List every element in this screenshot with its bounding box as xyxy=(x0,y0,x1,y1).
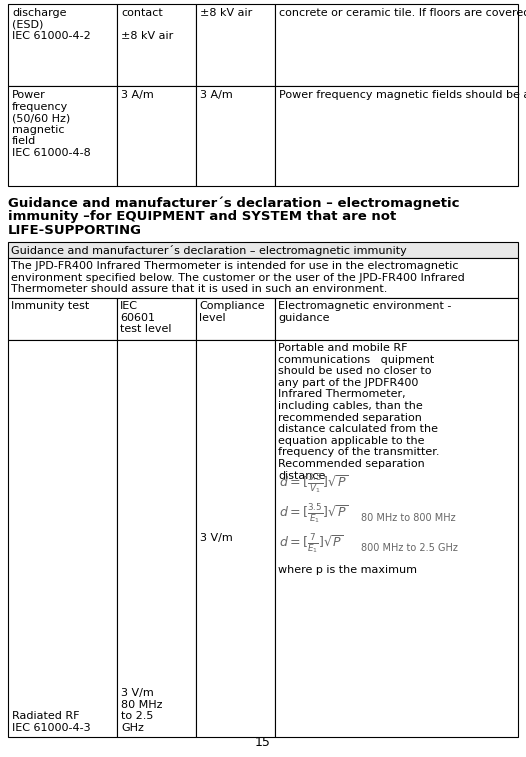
Bar xyxy=(8,86,117,186)
Text: 800 MHz to 2.5 GHz: 800 MHz to 2.5 GHz xyxy=(361,543,458,553)
Text: The JPD-FR400 Infrared Thermometer is intended for use in the electromagnetic
en: The JPD-FR400 Infrared Thermometer is in… xyxy=(11,261,465,294)
Text: 80 MHz to 800 MHz: 80 MHz to 800 MHz xyxy=(361,513,456,523)
Text: concrete or ceramic tile. If floors are covered with synthetic material, the rel: concrete or ceramic tile. If floors are … xyxy=(279,8,526,18)
Text: 15: 15 xyxy=(255,736,271,749)
Bar xyxy=(8,242,518,258)
Text: Electromagnetic environment -
guidance: Electromagnetic environment - guidance xyxy=(278,301,451,322)
Bar xyxy=(117,298,196,340)
Text: Portable and mobile RF
communications   quipment
should be used no closer to
any: Portable and mobile RF communications qu… xyxy=(278,343,440,481)
Text: Immunity test: Immunity test xyxy=(11,301,89,311)
Text: $d = [\frac{3.5}{V_1}]\sqrt{P}$: $d = [\frac{3.5}{V_1}]\sqrt{P}$ xyxy=(279,473,348,497)
Text: 3 A/m: 3 A/m xyxy=(121,90,154,100)
Text: discharge
(ESD)
IEC 61000-4-2: discharge (ESD) IEC 61000-4-2 xyxy=(12,8,91,41)
Text: LIFE-SUPPORTING: LIFE-SUPPORTING xyxy=(8,224,142,237)
Bar xyxy=(117,86,196,186)
Bar xyxy=(117,340,196,737)
Bar xyxy=(275,4,518,86)
Bar xyxy=(275,340,518,737)
Bar xyxy=(8,4,117,86)
Text: Power frequency magnetic fields should be at levels characteristic of a typical : Power frequency magnetic fields should b… xyxy=(279,90,526,100)
Text: IEC
60601
test level: IEC 60601 test level xyxy=(120,301,171,334)
Text: where p is the maximum: where p is the maximum xyxy=(278,565,417,575)
Text: Guidance and manufacturer´s declaration – electromagnetic immunity: Guidance and manufacturer´s declaration … xyxy=(11,245,407,256)
Bar xyxy=(275,86,518,186)
Text: 3 V/m
80 MHz
to 2.5
GHz: 3 V/m 80 MHz to 2.5 GHz xyxy=(121,688,163,733)
Bar xyxy=(196,86,275,186)
Text: contact

±8 kV air: contact ±8 kV air xyxy=(121,8,173,41)
Bar xyxy=(117,4,196,86)
Bar xyxy=(196,4,275,86)
Text: $d = [\frac{3.5}{E_1}]\sqrt{P}$: $d = [\frac{3.5}{E_1}]\sqrt{P}$ xyxy=(279,503,348,526)
Bar xyxy=(8,298,117,340)
Bar xyxy=(275,298,518,340)
Text: $d = [\frac{7}{E_1}]\sqrt{P}$: $d = [\frac{7}{E_1}]\sqrt{P}$ xyxy=(279,533,344,556)
Text: Power
frequency
(50/60 Hz)
magnetic
field
IEC 61000-4-8: Power frequency (50/60 Hz) magnetic fiel… xyxy=(12,90,91,158)
Text: immunity –for EQUIPMENT and SYSTEM that are not: immunity –for EQUIPMENT and SYSTEM that … xyxy=(8,210,396,223)
Bar xyxy=(8,258,518,298)
Text: 3 A/m: 3 A/m xyxy=(200,90,232,100)
Text: Compliance
level: Compliance level xyxy=(199,301,265,322)
Text: 3 V/m: 3 V/m xyxy=(200,534,232,544)
Text: Radiated RF
IEC 61000-4-3: Radiated RF IEC 61000-4-3 xyxy=(12,712,90,733)
Bar xyxy=(196,298,275,340)
Bar xyxy=(8,340,117,737)
Bar xyxy=(196,340,275,737)
Text: Guidance and manufacturer´s declaration – electromagnetic: Guidance and manufacturer´s declaration … xyxy=(8,196,460,210)
Text: ±8 kV air: ±8 kV air xyxy=(200,8,252,18)
